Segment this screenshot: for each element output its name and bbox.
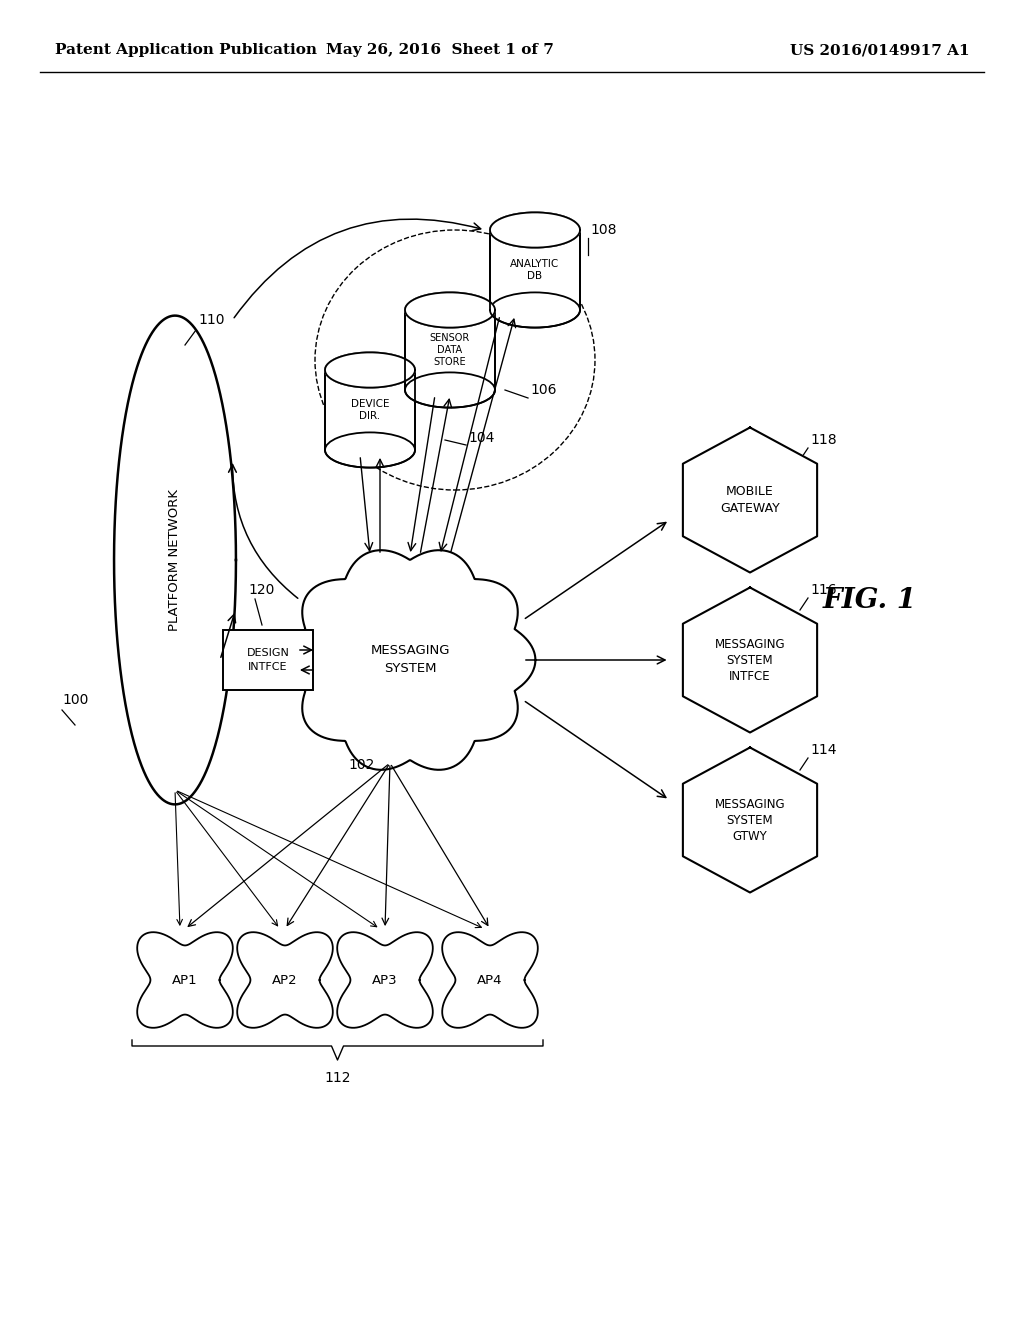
Polygon shape xyxy=(337,932,433,1028)
Polygon shape xyxy=(683,747,817,892)
Text: DESIGN
INTFCE: DESIGN INTFCE xyxy=(247,648,290,672)
Bar xyxy=(325,370,415,450)
Text: AP2: AP2 xyxy=(272,974,298,986)
Polygon shape xyxy=(683,428,817,573)
Text: 112: 112 xyxy=(325,1071,351,1085)
Ellipse shape xyxy=(490,293,580,327)
Ellipse shape xyxy=(325,352,415,388)
Polygon shape xyxy=(683,587,817,733)
Text: 114: 114 xyxy=(810,743,837,756)
Text: 106: 106 xyxy=(530,383,556,397)
Polygon shape xyxy=(238,932,333,1028)
Polygon shape xyxy=(442,932,538,1028)
Text: 100: 100 xyxy=(62,693,88,708)
Text: 116: 116 xyxy=(810,583,837,597)
Text: 118: 118 xyxy=(810,433,837,447)
Ellipse shape xyxy=(406,372,495,408)
Text: 120: 120 xyxy=(248,583,274,597)
Text: AP3: AP3 xyxy=(372,974,397,986)
Text: MESSAGING
SYSTEM
INTFCE: MESSAGING SYSTEM INTFCE xyxy=(715,638,785,682)
Text: MESSAGING
SYSTEM: MESSAGING SYSTEM xyxy=(371,644,450,676)
Text: US 2016/0149917 A1: US 2016/0149917 A1 xyxy=(791,44,970,57)
Text: MESSAGING
SYSTEM
GTWY: MESSAGING SYSTEM GTWY xyxy=(715,797,785,842)
Text: MOBILE
GATEWAY: MOBILE GATEWAY xyxy=(720,484,780,515)
Text: 102: 102 xyxy=(348,758,375,772)
Bar xyxy=(490,230,580,310)
Text: FIG. 1: FIG. 1 xyxy=(823,586,918,614)
Text: DEVICE
DIR.: DEVICE DIR. xyxy=(351,399,389,421)
Text: AP1: AP1 xyxy=(172,974,198,986)
Bar xyxy=(223,630,313,690)
Polygon shape xyxy=(490,213,580,248)
Text: May 26, 2016  Sheet 1 of 7: May 26, 2016 Sheet 1 of 7 xyxy=(326,44,554,57)
Polygon shape xyxy=(285,550,536,770)
Polygon shape xyxy=(406,293,495,327)
Polygon shape xyxy=(137,932,232,1028)
Bar xyxy=(406,310,495,389)
Polygon shape xyxy=(114,315,236,804)
Text: ANALYTIC
DB: ANALYTIC DB xyxy=(510,259,560,281)
Text: Patent Application Publication: Patent Application Publication xyxy=(55,44,317,57)
Text: AP4: AP4 xyxy=(477,974,503,986)
Text: PLATFORM NETWORK: PLATFORM NETWORK xyxy=(169,488,181,631)
Text: 108: 108 xyxy=(590,223,616,238)
Ellipse shape xyxy=(490,213,580,248)
Text: SENSOR
DATA
STORE: SENSOR DATA STORE xyxy=(430,334,470,367)
Text: 104: 104 xyxy=(468,432,495,445)
Polygon shape xyxy=(325,352,415,388)
Ellipse shape xyxy=(325,433,415,467)
Text: 110: 110 xyxy=(198,313,224,327)
Ellipse shape xyxy=(406,293,495,327)
